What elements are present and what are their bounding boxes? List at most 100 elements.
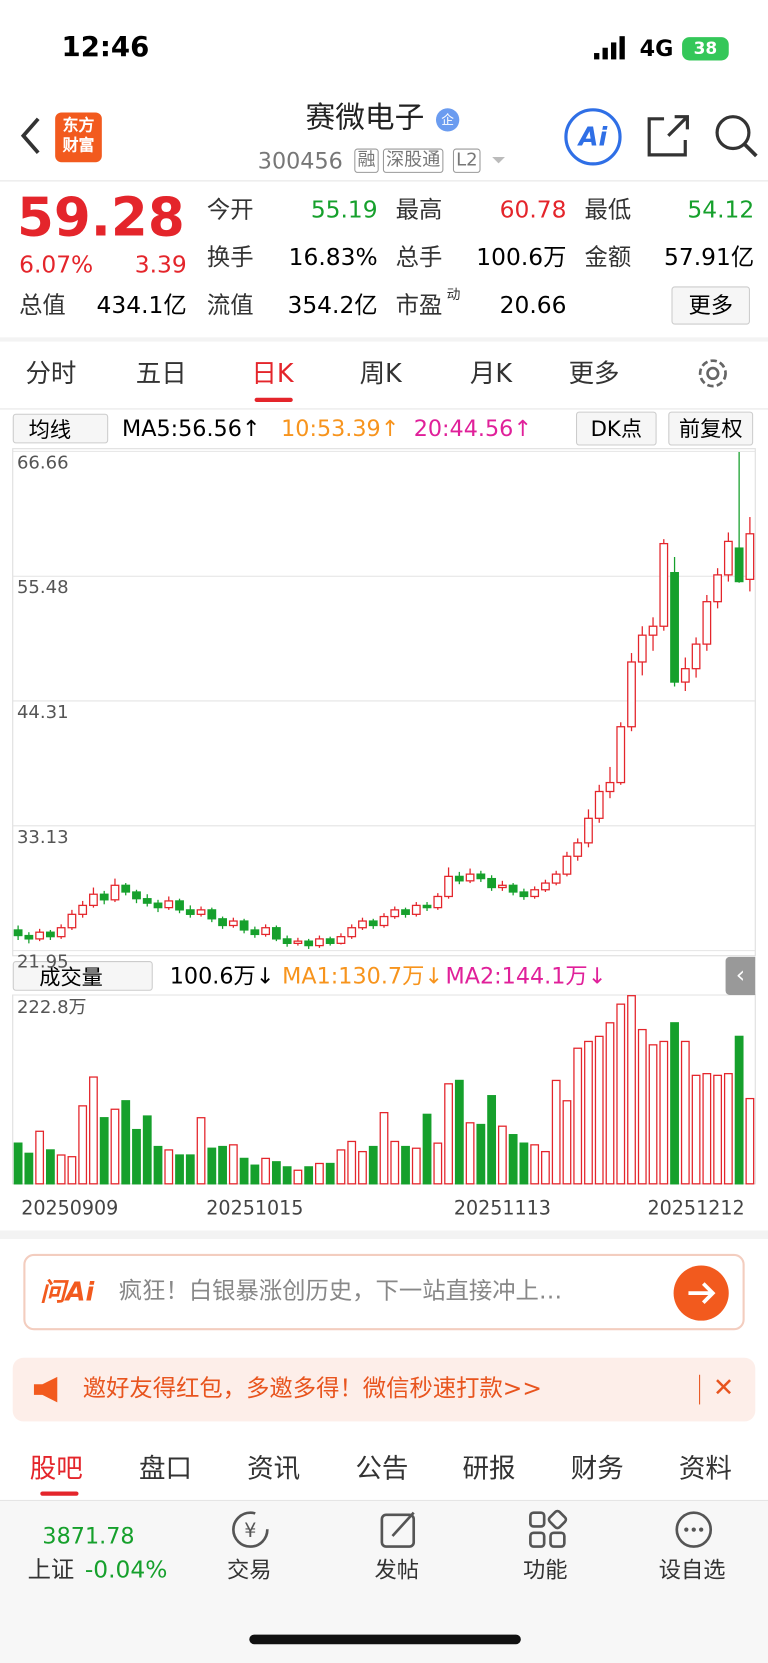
search-button[interactable] <box>713 112 760 159</box>
dk-button[interactable]: DK点 <box>575 411 657 446</box>
volume-bar <box>627 995 636 1185</box>
ma-selector[interactable]: 均线 <box>12 413 109 444</box>
volume-selector[interactable]: 成交量 <box>12 961 153 991</box>
ma10-legend: 10:53.39↑ <box>281 415 400 442</box>
candle-body <box>411 904 421 915</box>
field-label: 总值 <box>19 292 66 320</box>
volume-bar <box>78 1105 88 1185</box>
candle-body <box>616 726 626 784</box>
vol-ma1-legend: MA1:130.7万↓ <box>282 963 444 989</box>
nav-label[interactable]: 功能 <box>522 1557 568 1583</box>
field-value: 55.19 <box>310 197 378 224</box>
nav-label[interactable]: 设自选 <box>658 1557 726 1583</box>
volume-bar <box>390 1140 400 1185</box>
collapse-button[interactable]: ‹ <box>725 956 756 996</box>
field-value: 57.91亿 <box>664 245 755 272</box>
volume-bar <box>282 1166 292 1185</box>
candle-body <box>487 877 497 889</box>
volume-bar <box>691 1074 701 1185</box>
last-price: 59.28 <box>16 186 185 249</box>
candle-body <box>13 929 23 937</box>
tab[interactable]: 月K <box>469 358 513 389</box>
volume-bar <box>594 1035 604 1185</box>
close-banner[interactable]: ✕ <box>712 1372 735 1403</box>
volume-bar <box>325 1162 335 1185</box>
post-icon[interactable] <box>378 1508 420 1550</box>
settings-button[interactable] <box>694 354 732 392</box>
volume-bar <box>584 1040 593 1185</box>
index-value[interactable]: 3871.78 <box>42 1523 135 1549</box>
badge: 企 <box>435 108 460 132</box>
function-icon[interactable] <box>526 1508 568 1550</box>
vol-ma2-legend: MA2:144.1万↓ <box>445 963 607 989</box>
ai-button[interactable]: Ai <box>564 108 622 166</box>
divider <box>0 1230 768 1239</box>
volume-bar <box>659 1040 669 1185</box>
volume-bar <box>670 1022 679 1185</box>
volume-bar <box>228 1144 238 1185</box>
price-frame <box>12 448 756 957</box>
divider <box>699 1374 701 1405</box>
tab-active[interactable]: 日K <box>251 358 294 389</box>
volume-bar <box>207 1147 217 1185</box>
volume-bar <box>734 1035 744 1185</box>
candle-body <box>315 938 324 947</box>
sub-tab[interactable]: 资讯 <box>247 1453 301 1485</box>
field-value: 20.66 <box>499 292 567 320</box>
ai-box[interactable] <box>23 1253 745 1331</box>
candle-body <box>99 893 109 901</box>
tab[interactable]: 五日 <box>135 358 187 389</box>
more-button[interactable]: 更多 <box>671 286 750 325</box>
y-tick-label: 33.13 <box>17 827 69 848</box>
network: 4G <box>639 36 674 62</box>
divider <box>0 408 768 410</box>
volume-bar <box>110 1108 120 1185</box>
candle-body <box>562 855 572 875</box>
candle-body <box>497 884 507 889</box>
y-tick-label: 222.8万 <box>17 997 87 1018</box>
volume-bar <box>368 1145 378 1185</box>
candle-body <box>745 533 755 580</box>
tab[interactable]: 分时 <box>25 358 77 389</box>
candle-body <box>422 904 432 909</box>
volume-bar <box>175 1154 184 1185</box>
candle-body <box>454 875 464 882</box>
dropdown-icon <box>492 156 505 164</box>
sub-tab-active[interactable]: 股吧 <box>29 1453 83 1485</box>
ai-send-button[interactable] <box>673 1264 730 1321</box>
sub-tab[interactable]: 资料 <box>678 1453 732 1485</box>
volume-bar <box>444 1083 453 1185</box>
sub-tab[interactable]: 财务 <box>570 1453 624 1485</box>
volume-bar <box>358 1150 367 1185</box>
volume-bar <box>723 1073 733 1185</box>
sub-tab[interactable]: 公告 <box>355 1453 409 1485</box>
back-button[interactable] <box>17 115 49 157</box>
trade-icon[interactable]: ¥ <box>229 1508 271 1550</box>
change: 3.39 <box>134 252 187 279</box>
watchlist-icon[interactable] <box>673 1508 715 1550</box>
candle-body <box>465 873 475 882</box>
tab[interactable]: 周K <box>359 358 402 389</box>
adjust-button[interactable]: 前复权 <box>668 411 754 446</box>
banner[interactable] <box>12 1357 756 1422</box>
divider <box>0 337 768 342</box>
logo-text: 财富 <box>62 135 95 155</box>
nav-label[interactable]: 发帖 <box>374 1557 420 1583</box>
volume-bar <box>422 1113 432 1185</box>
volume-bar <box>347 1140 357 1185</box>
nav-label[interactable]: 交易 <box>227 1557 272 1583</box>
candle-body <box>627 661 636 728</box>
candle-body <box>218 918 227 927</box>
index-pct[interactable]: -0.04% <box>84 1557 168 1584</box>
candle-body <box>605 781 615 793</box>
candle-body <box>379 915 389 927</box>
volume-bar <box>530 1144 540 1185</box>
sub-tab[interactable]: 盘口 <box>138 1453 193 1485</box>
tab[interactable]: 更多 <box>568 358 620 389</box>
index-name[interactable]: 上证 <box>27 1557 75 1584</box>
tab-underline <box>254 397 293 403</box>
share-button[interactable] <box>645 112 692 159</box>
sub-tab[interactable]: 研报 <box>462 1453 516 1485</box>
candle-body <box>304 940 314 947</box>
